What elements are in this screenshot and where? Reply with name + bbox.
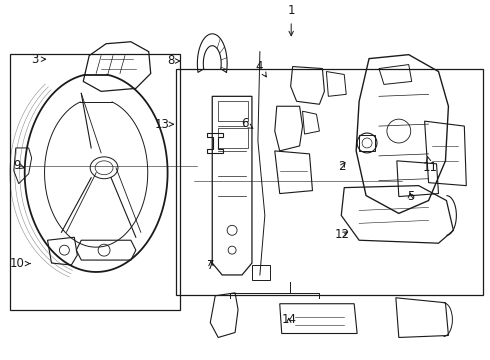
Bar: [175, 68, 483, 295]
Text: 5: 5: [407, 190, 414, 203]
Text: 13: 13: [155, 118, 173, 131]
Bar: [10, 54, 180, 310]
Text: 4: 4: [256, 60, 266, 77]
Text: 11: 11: [422, 157, 437, 174]
Text: 8: 8: [168, 54, 180, 67]
Text: 3: 3: [31, 53, 46, 66]
Text: 2: 2: [339, 160, 346, 173]
Text: 14: 14: [281, 314, 296, 327]
Text: 6: 6: [241, 117, 253, 130]
Text: 1: 1: [288, 4, 295, 17]
Text: 10: 10: [10, 257, 30, 270]
Text: 12: 12: [335, 229, 350, 242]
Text: 9: 9: [14, 159, 24, 172]
Text: 7: 7: [207, 259, 215, 272]
